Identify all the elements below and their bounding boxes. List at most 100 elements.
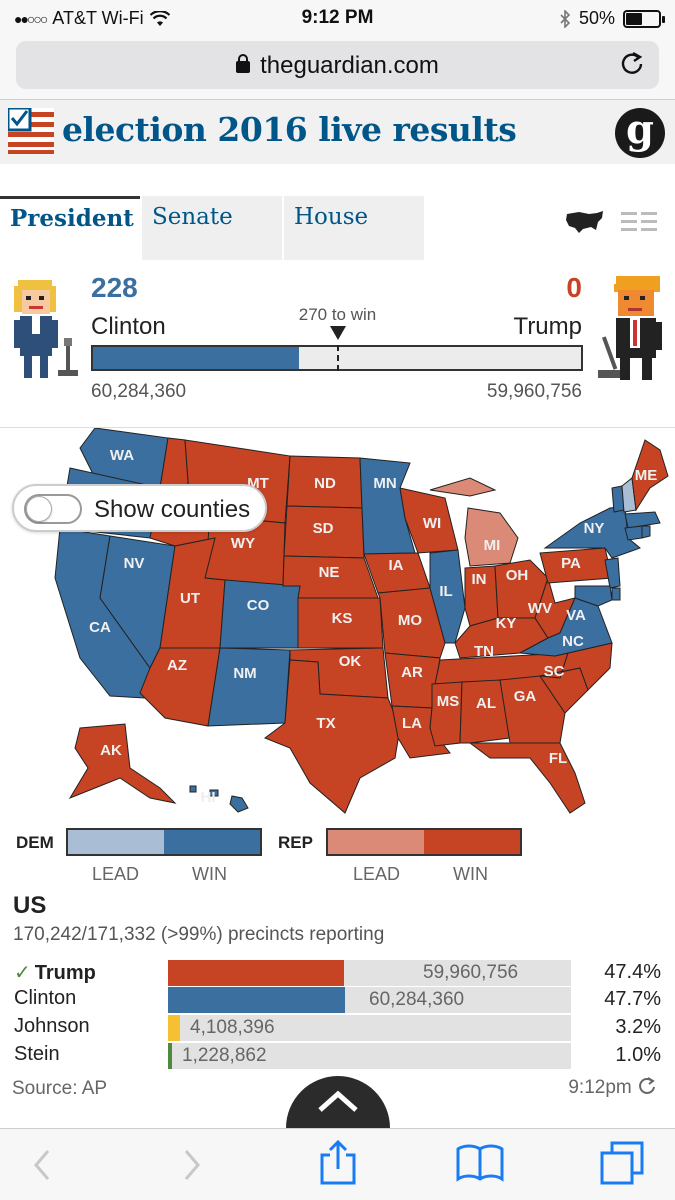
state-label-VA: VA xyxy=(566,607,586,624)
trump-name: Trump xyxy=(513,313,582,340)
legend-dem-win-text: WIN xyxy=(192,864,227,884)
tabs-icon[interactable] xyxy=(600,1141,644,1185)
legend-rep-label: REP xyxy=(278,833,313,852)
clinton-name: Clinton xyxy=(91,313,166,340)
state-HI xyxy=(189,785,249,813)
state-label-ND: ND xyxy=(314,475,336,492)
browser-address-area: theguardian.com xyxy=(0,36,675,100)
state-MD xyxy=(574,585,613,607)
dem-ev-fill xyxy=(93,347,300,369)
candidate-row-trump: ✓ Trump 59,960,756 47.4% xyxy=(0,960,675,986)
state-label-FL: FL xyxy=(549,750,567,767)
to-win-marker xyxy=(330,326,346,340)
candidate-row-johnson: Johnson 4,108,396 3.2% xyxy=(0,1015,675,1041)
state-AL xyxy=(459,679,511,744)
clinton-avatar xyxy=(14,280,78,378)
state-label-NV: NV xyxy=(124,555,145,572)
carrier-label: AT&T Wi-Fi xyxy=(52,8,144,28)
state-RI xyxy=(641,525,651,539)
legend-rep-lead-text: LEAD xyxy=(353,864,401,884)
to-win-label: 270 to win xyxy=(298,305,377,324)
toggle-knob xyxy=(26,496,52,522)
battery-icon xyxy=(623,9,665,28)
state-label-PA: PA xyxy=(561,555,581,572)
back-icon[interactable] xyxy=(30,1145,54,1185)
state-label-MS: MS xyxy=(437,693,460,710)
state-NC xyxy=(539,642,613,691)
trump-electoral-votes: 0 xyxy=(566,272,582,303)
winner-check-icon: ✓ xyxy=(14,962,31,984)
map-view-icon[interactable] xyxy=(565,210,605,234)
state-label-CO: CO xyxy=(247,597,270,614)
state-label-OH: OH xyxy=(506,567,529,584)
bookmarks-icon[interactable] xyxy=(456,1143,504,1183)
guardian-logo[interactable]: g xyxy=(615,108,665,158)
state-label-TX: TX xyxy=(316,715,335,732)
state-label-SD: SD xyxy=(313,520,334,537)
updated-time: 9:12pm xyxy=(568,1077,632,1098)
state-label-IL: IL xyxy=(439,583,452,600)
state-AK xyxy=(68,723,177,804)
state-label-MI: MI xyxy=(484,537,501,554)
vote-bar-fill xyxy=(168,960,344,986)
candidate-name: Trump xyxy=(34,962,96,984)
candidate-percent: 1.0% xyxy=(615,1044,661,1066)
state-label-WY: WY xyxy=(231,535,255,552)
results-title: US xyxy=(13,892,47,919)
state-DE xyxy=(611,587,621,601)
toggle-switch[interactable] xyxy=(24,494,82,524)
reload-icon[interactable] xyxy=(619,50,645,78)
bluetooth-icon xyxy=(560,9,571,28)
us-results-map[interactable]: WAMTIDWYNDSDNEMNWIMINYMENVUTCOCAKSIAILIN… xyxy=(0,427,675,828)
state-label-NY: NY xyxy=(584,520,605,537)
state-label-IA: IA xyxy=(389,557,404,574)
state-CO xyxy=(219,579,301,649)
page-header: election 2016 live results g xyxy=(0,100,675,164)
vote-bar-track xyxy=(168,987,571,1013)
legend-rep-win-text: WIN xyxy=(453,864,488,884)
legend-rep-swatch xyxy=(326,828,522,856)
candidate-name: Stein xyxy=(14,1043,60,1065)
state-label-AZ: AZ xyxy=(167,657,187,674)
legend-dem-lead-text: LEAD xyxy=(92,864,140,884)
tab-president[interactable]: President xyxy=(0,196,140,260)
list-view-icon[interactable] xyxy=(621,210,657,234)
clinton-electoral-votes: 228 xyxy=(91,272,138,303)
clinton-popular-votes: 60,284,360 xyxy=(91,381,187,402)
state-MS xyxy=(429,681,463,747)
candidate-votes: 60,284,360 xyxy=(369,989,465,1010)
candidate-name: Clinton xyxy=(14,987,77,1009)
signal-icon: ●●○○○ xyxy=(14,10,48,27)
state-NJ xyxy=(604,557,621,589)
state-MN xyxy=(359,457,416,555)
show-counties-toggle[interactable]: Show counties xyxy=(12,484,267,532)
vote-bar-track xyxy=(168,960,571,986)
candidate-row-clinton: Clinton 60,284,360 47.7% xyxy=(0,987,675,1013)
state-WI xyxy=(399,487,459,554)
tab-house[interactable]: House xyxy=(284,196,424,260)
state-TX xyxy=(263,659,401,814)
vote-bar-fill xyxy=(168,987,345,1013)
legend-rep-lead-swatch xyxy=(328,830,424,854)
state-label-AK: AK xyxy=(100,742,122,759)
state-label-WV: WV xyxy=(528,600,552,617)
state-label-OK: OK xyxy=(339,653,362,670)
state-label-NE: NE xyxy=(319,564,340,581)
clock: 9:12 PM xyxy=(301,7,374,28)
chevron-up-icon xyxy=(318,1090,358,1112)
state-label-SC: SC xyxy=(544,663,565,680)
trump-popular-votes: 59,960,756 xyxy=(486,381,582,402)
forward-icon[interactable] xyxy=(180,1145,204,1185)
state-label-WA: WA xyxy=(110,447,134,464)
toggle-label: Show counties xyxy=(94,496,251,523)
vote-bar-fill xyxy=(168,1015,180,1041)
legend-dem-lead-swatch xyxy=(68,830,164,854)
share-icon[interactable] xyxy=(318,1139,358,1185)
tab-senate[interactable]: Senate xyxy=(142,196,282,260)
state-GA xyxy=(499,675,566,744)
address-bar[interactable]: theguardian.com xyxy=(16,41,659,89)
state-label-HI: HI xyxy=(201,789,216,806)
state-label-KY: KY xyxy=(496,615,517,632)
state-label-GA: GA xyxy=(514,688,537,705)
last-updated[interactable]: 9:12pm xyxy=(568,1076,657,1099)
